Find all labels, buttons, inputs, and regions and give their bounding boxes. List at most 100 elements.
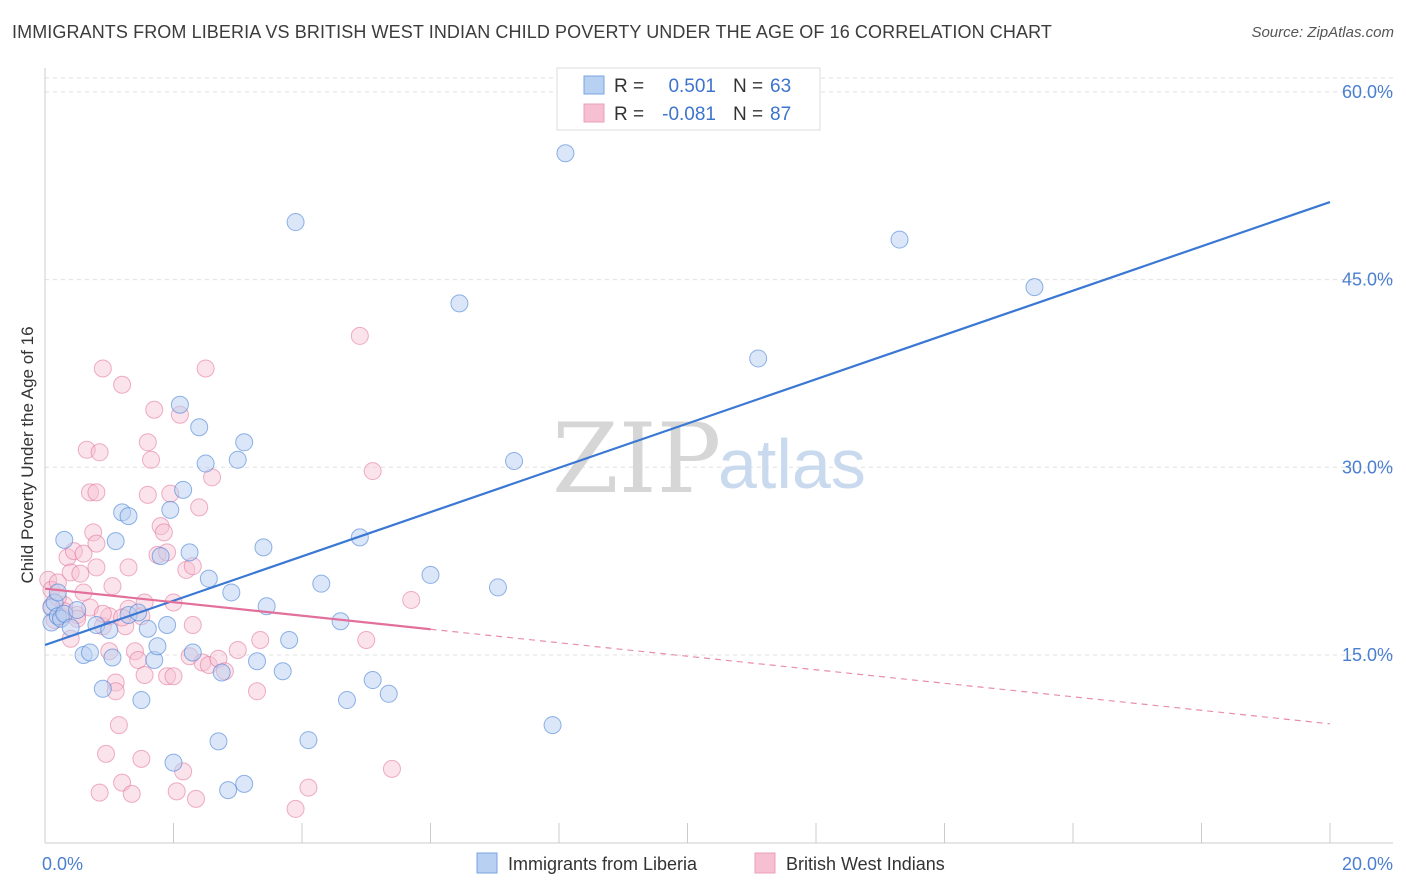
point-immigrants-from-liberia-60: [543, 716, 562, 735]
x-tick-label-max: 20.0%: [1342, 854, 1393, 874]
point-immigrants-from-liberia-40: [228, 450, 247, 469]
point-british-west-indians-78: [357, 630, 376, 649]
point-immigrants-from-liberia-44: [254, 538, 273, 557]
point-immigrants-from-liberia-9: [68, 600, 87, 619]
point-immigrants-from-liberia-42: [235, 433, 254, 452]
legend-n-value-1: 63: [770, 76, 791, 97]
point-immigrants-from-liberia-57: [450, 294, 469, 313]
point-british-west-indians-43: [135, 666, 154, 685]
point-british-west-indians-41: [132, 749, 151, 768]
legend-swatch-blue: [583, 75, 605, 95]
point-immigrants-from-liberia-21: [132, 691, 151, 710]
y-axis-label: Child Poverty Under the Age of 16: [18, 326, 37, 583]
point-british-west-indians-20: [87, 534, 106, 553]
point-immigrants-from-liberia-55: [379, 684, 398, 703]
point-immigrants-from-liberia-49: [299, 731, 318, 750]
point-immigrants-from-liberia-25: [151, 547, 170, 566]
trend-line-bwi-dashed: [430, 628, 1331, 725]
trend-lines: [44, 200, 1331, 725]
point-british-west-indians-74: [251, 630, 270, 649]
point-immigrants-from-liberia-59: [505, 452, 524, 471]
point-immigrants-from-liberia-30: [174, 480, 193, 499]
legend-r-label-1: R =: [614, 76, 644, 97]
point-immigrants-from-liberia-24: [148, 637, 167, 656]
point-immigrants-from-liberia-18: [119, 507, 138, 526]
point-british-west-indians-26: [97, 744, 116, 763]
grid-lines: [45, 77, 1393, 656]
point-immigrants-from-liberia-27: [161, 500, 180, 519]
point-immigrants-from-liberia-26: [158, 615, 177, 634]
point-immigrants-from-liberia-54: [363, 671, 382, 690]
x-tick-labels: 0.0% 20.0%: [42, 854, 1393, 874]
point-british-west-indians-64: [186, 789, 205, 808]
point-immigrants-from-liberia-4: [48, 583, 67, 602]
point-immigrants-from-liberia-11: [80, 643, 99, 662]
point-immigrants-from-liberia-52: [337, 691, 356, 710]
watermark-atlas: atlas: [718, 425, 866, 503]
series-immigrants-from-liberia: [42, 144, 1044, 800]
point-british-west-indians-48: [145, 400, 164, 419]
point-british-west-indians-72: [228, 640, 247, 659]
point-immigrants-from-liberia-61: [556, 144, 575, 163]
point-british-west-indians-55: [164, 667, 183, 686]
source-label: Source: ZipAtlas.com: [1251, 24, 1394, 41]
point-immigrants-from-liberia-32: [183, 643, 202, 662]
point-british-west-indians-24: [93, 359, 112, 378]
point-british-west-indians-65: [190, 498, 209, 517]
point-immigrants-from-liberia-22: [138, 619, 157, 638]
point-british-west-indians-53: [158, 667, 177, 686]
point-british-west-indians-73: [248, 682, 267, 701]
point-british-west-indians-18: [84, 523, 103, 542]
point-british-west-indians-32: [109, 716, 128, 735]
series-legend: Immigrants from Liberia British West Ind…: [476, 852, 945, 874]
bottom-legend-swatch-pink: [754, 852, 776, 874]
point-british-west-indians-34: [113, 375, 132, 394]
point-immigrants-from-liberia-43: [248, 652, 267, 671]
point-british-west-indians-62: [183, 615, 202, 634]
point-immigrants-from-liberia-14: [100, 620, 119, 639]
point-immigrants-from-liberia-7: [55, 530, 74, 549]
point-immigrants-from-liberia-47: [280, 630, 299, 649]
point-british-west-indians-46: [138, 485, 157, 504]
legend-swatch-pink: [583, 103, 605, 123]
point-immigrants-from-liberia-39: [222, 583, 241, 602]
legend-n-label-2: N =: [733, 104, 763, 125]
point-british-west-indians-36: [119, 558, 138, 577]
point-immigrants-from-liberia-28: [164, 753, 183, 772]
legend-n-label-1: N =: [733, 76, 763, 97]
point-british-west-indians-38: [122, 784, 141, 803]
point-immigrants-from-liberia-36: [209, 732, 228, 751]
trend-line-liberia: [44, 200, 1331, 647]
point-british-west-indians-77: [350, 326, 369, 345]
point-british-west-indians-47: [142, 450, 161, 469]
point-british-west-indians-67: [196, 359, 215, 378]
legend-r-value-1: 0.501: [668, 76, 716, 97]
y-tick-label-1: 30.0%: [1342, 457, 1393, 477]
bottom-legend-label-pink: British West Indians: [786, 854, 945, 874]
point-british-west-indians-19: [87, 558, 106, 577]
point-british-west-indians-80: [382, 759, 401, 778]
axes: [44, 68, 1393, 844]
point-british-west-indians-79: [363, 462, 382, 481]
point-british-west-indians-76: [299, 778, 318, 797]
chart-title: IMMIGRANTS FROM LIBERIA VS BRITISH WEST …: [12, 22, 1052, 42]
y-tick-label-0: 15.0%: [1342, 645, 1393, 665]
point-immigrants-from-liberia-58: [488, 578, 507, 597]
legend-r-value-2: -0.081: [662, 104, 716, 125]
point-british-west-indians-29: [103, 577, 122, 596]
point-british-west-indians-12: [71, 564, 90, 583]
point-immigrants-from-liberia-29: [170, 395, 189, 414]
series-british-west-indians: [39, 326, 421, 818]
watermark: ZIP atlas: [552, 403, 866, 515]
y-tick-labels: 15.0% 30.0% 45.0% 60.0%: [1342, 82, 1393, 665]
bottom-legend-label-blue: Immigrants from Liberia: [508, 854, 698, 874]
point-immigrants-from-liberia-62: [749, 349, 768, 368]
point-immigrants-from-liberia-64: [1025, 278, 1044, 297]
point-british-west-indians-81: [402, 590, 421, 609]
point-british-west-indians-22: [90, 443, 109, 462]
point-british-west-indians-57: [167, 782, 186, 801]
point-british-west-indians-21: [87, 483, 106, 502]
point-immigrants-from-liberia-35: [199, 569, 218, 588]
point-british-west-indians-14: [74, 544, 93, 563]
